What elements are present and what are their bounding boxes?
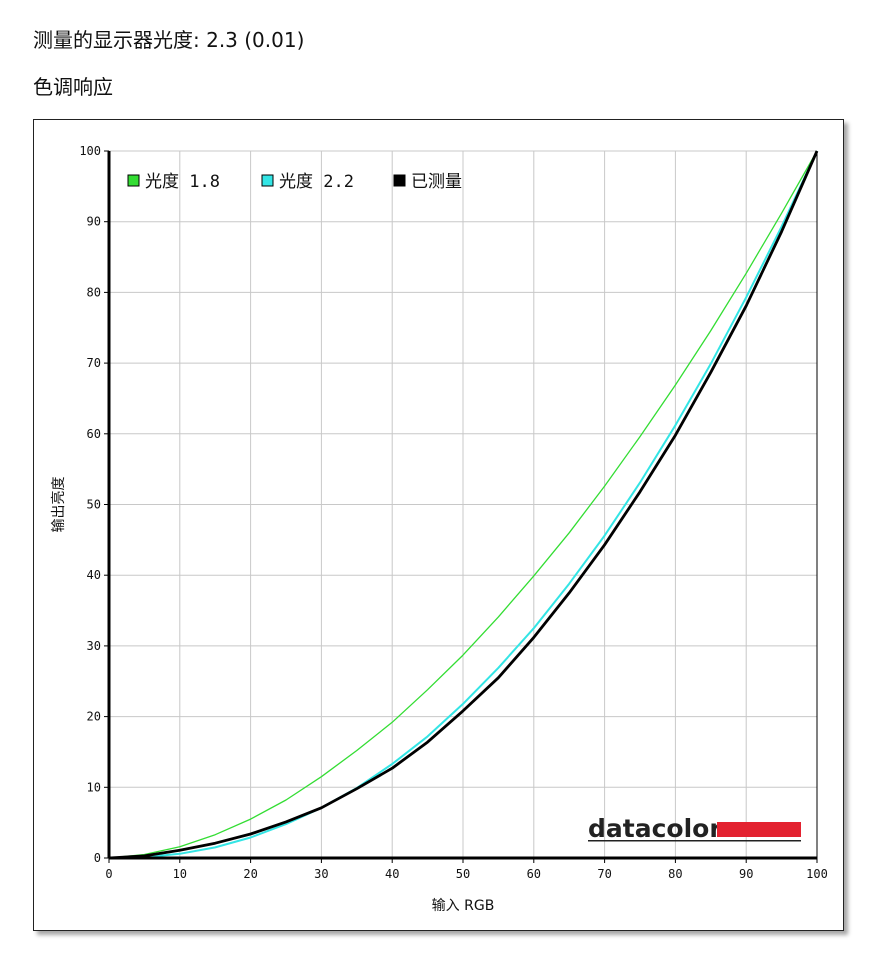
x-tick-label-5: 50	[456, 867, 470, 881]
legend-label-2: 已测量	[411, 172, 462, 192]
x-tick-label-9: 90	[739, 867, 753, 881]
measured-gamma-text: 测量的显示器光度: 2.3 (0.01)	[33, 28, 305, 52]
y-tick-label-1: 10	[87, 780, 101, 794]
x-tick-label-10: 100	[806, 867, 828, 881]
legend-label-1: 光度 2.2	[279, 172, 354, 192]
y-tick-label-6: 60	[87, 427, 101, 441]
legend: 光度 1.8 光度 2.2 已测量	[127, 172, 462, 192]
tone-response-chart: 0 10 20 30 40 50 60 70 80 90 100 0 10 20 30 40 50 60 70 80…	[50, 144, 828, 914]
x-tick-label-1: 10	[173, 867, 187, 881]
legend-label-0: 光度 1.8	[145, 172, 220, 192]
series-lines	[108, 150, 819, 860]
legend-swatch-0	[127, 174, 140, 187]
y-tick-label-9: 90	[87, 215, 101, 229]
x-tick-label-8: 80	[668, 867, 682, 881]
x-tick-label-0: 0	[105, 867, 112, 881]
y-tick-label-0: 0	[94, 851, 101, 865]
y-axis-label: 输出亮度	[50, 477, 67, 533]
legend-swatch-2	[393, 174, 406, 187]
y-tick-label-2: 20	[87, 710, 101, 724]
series-line-0	[108, 150, 818, 859]
datacolor-logo-bar	[717, 822, 801, 837]
datacolor-logo-underline	[588, 840, 801, 842]
x-tick-label-6: 60	[527, 867, 541, 881]
series-line-2	[108, 150, 819, 860]
x-axis-ticks: 0 10 20 30 40 50 60 70 80 90 100	[105, 858, 828, 881]
series-line-1	[108, 150, 818, 859]
chart-frame: 0 10 20 30 40 50 60 70 80 90 100 0 10 20 30 40 50 60 70 80…	[33, 119, 844, 931]
y-tick-label-4: 40	[87, 568, 101, 582]
x-tick-label-7: 70	[597, 867, 611, 881]
y-tick-label-7: 70	[87, 356, 101, 370]
datacolor-logo-text: datacolor	[588, 814, 722, 843]
legend-swatch-1	[261, 174, 274, 187]
y-tick-label-8: 80	[87, 285, 101, 299]
x-axis-label: 输入 RGB	[432, 898, 495, 914]
x-tick-label-2: 20	[243, 867, 257, 881]
tone-response-title: 色调响应	[33, 75, 113, 99]
y-tick-label-10: 100	[79, 144, 101, 158]
y-tick-label-5: 50	[87, 498, 101, 512]
x-tick-label-3: 30	[314, 867, 328, 881]
axes	[107, 151, 818, 860]
grid-lines	[108, 150, 818, 859]
x-tick-label-4: 40	[385, 867, 399, 881]
y-axis-ticks: 0 10 20 30 40 50 60 70 80 90 100	[79, 144, 109, 865]
datacolor-logo: datacolor	[588, 814, 801, 843]
y-tick-label-3: 30	[87, 639, 101, 653]
